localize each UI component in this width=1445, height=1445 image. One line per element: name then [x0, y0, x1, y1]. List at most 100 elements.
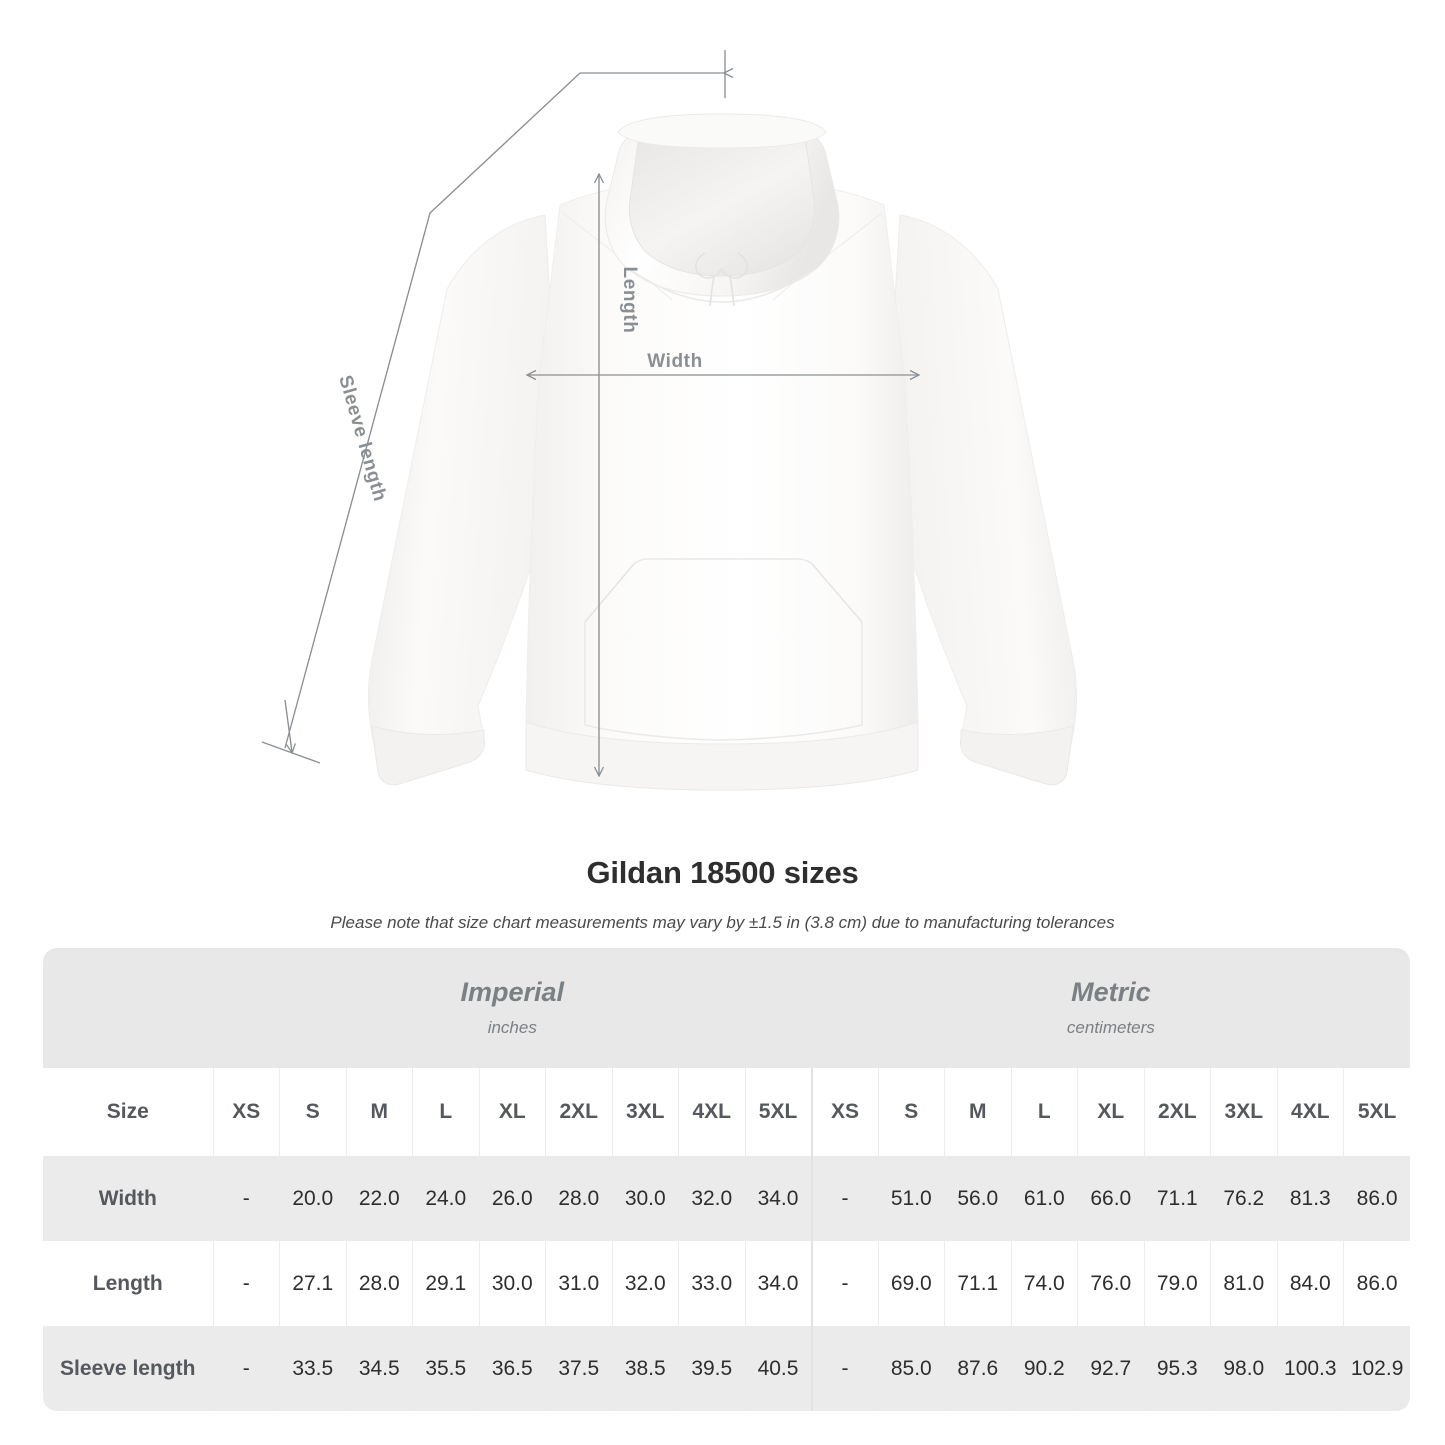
- cell-width-met-8: 86.0: [1343, 1156, 1411, 1241]
- unit-metric-cell: Metric centimeters: [811, 948, 1411, 1068]
- hood-top-edge: [617, 113, 827, 149]
- title-block: Gildan 18500 sizes Please note that size…: [0, 840, 1445, 933]
- header-metric-xl: XL: [1077, 1068, 1145, 1156]
- header-imperial-3xl: 3XL: [611, 1068, 679, 1156]
- unit-imperial-name: Imperial: [460, 977, 565, 1008]
- cell-width-imp-7: 32.0: [678, 1156, 745, 1241]
- cell-sleeve-met-2: 87.6: [944, 1326, 1012, 1411]
- header-metric-4xl: 4XL: [1276, 1068, 1344, 1156]
- hood-inner: [628, 126, 816, 277]
- cell-length-met-4: 76.0: [1077, 1241, 1145, 1326]
- row-label-width: Width: [43, 1156, 213, 1241]
- header-metric-3xl: 3XL: [1210, 1068, 1278, 1156]
- sleeve-length-bottom-arrow: [284, 699, 292, 752]
- cell-sleeve-imp-3: 35.5: [412, 1326, 479, 1411]
- cell-sleeve-imp-6: 38.5: [611, 1326, 679, 1411]
- cell-length-met-0: -: [810, 1241, 879, 1326]
- width-dimension: Width: [528, 351, 918, 375]
- cell-length-met-1: 69.0: [877, 1241, 945, 1326]
- header-imperial-2xl: 2XL: [545, 1068, 612, 1156]
- table-row: Length - 27.1 28.0 29.1 30.0 31.0 32.0 3…: [43, 1241, 1411, 1326]
- cell-length-imp-4: 30.0: [478, 1241, 546, 1326]
- size-chart-table-wrapper: Imperial inches Metric centimeters Size …: [43, 948, 1411, 1411]
- header-imperial-l: L: [412, 1068, 479, 1156]
- kangaroo-pocket: [584, 558, 863, 741]
- unit-metric-name: Metric: [1071, 977, 1151, 1008]
- width-label: Width: [647, 351, 703, 372]
- cell-length-imp-7: 33.0: [678, 1241, 745, 1326]
- cell-width-imp-5: 28.0: [545, 1156, 612, 1241]
- bottom-hem: [525, 721, 919, 791]
- cell-width-met-5: 71.1: [1143, 1156, 1211, 1241]
- cell-length-imp-6: 32.0: [611, 1241, 679, 1326]
- hoodie-illustration: Sleeve length Length Width: [261, 50, 1078, 791]
- cell-sleeve-met-3: 90.2: [1010, 1326, 1078, 1411]
- header-imperial-xs: XS: [212, 1068, 280, 1156]
- header-imperial-4xl: 4XL: [678, 1068, 745, 1156]
- cell-width-met-1: 51.0: [877, 1156, 945, 1241]
- cell-width-met-4: 66.0: [1077, 1156, 1145, 1241]
- cell-length-imp-0: -: [212, 1241, 280, 1326]
- unit-spacer-cell: [43, 948, 213, 1068]
- cell-length-met-7: 84.0: [1276, 1241, 1344, 1326]
- size-chart-table: Imperial inches Metric centimeters Size …: [43, 948, 1411, 1411]
- header-metric-xs: XS: [810, 1068, 879, 1156]
- cell-width-imp-4: 26.0: [478, 1156, 546, 1241]
- header-metric-m: M: [944, 1068, 1012, 1156]
- cell-sleeve-met-7: 100.3: [1276, 1326, 1344, 1411]
- cell-length-met-6: 81.0: [1210, 1241, 1278, 1326]
- cell-width-imp-3: 24.0: [412, 1156, 479, 1241]
- cell-length-imp-1: 27.1: [279, 1241, 346, 1326]
- table-row: Sleeve length - 33.5 34.5 35.5 36.5 37.5…: [43, 1326, 1411, 1411]
- cell-width-imp-0: -: [212, 1156, 280, 1241]
- hoodie-garment: [367, 113, 1078, 791]
- cell-sleeve-imp-2: 34.5: [345, 1326, 413, 1411]
- unit-imperial-sub: inches: [487, 1017, 537, 1037]
- cell-sleeve-imp-1: 33.5: [279, 1326, 346, 1411]
- cell-width-met-7: 81.3: [1276, 1156, 1344, 1241]
- cell-sleeve-met-6: 98.0: [1210, 1326, 1278, 1411]
- cell-sleeve-met-5: 95.3: [1143, 1326, 1211, 1411]
- left-cuff: [371, 725, 485, 786]
- header-metric-s: S: [877, 1068, 945, 1156]
- cell-sleeve-imp-7: 39.5: [678, 1326, 745, 1411]
- cell-length-met-8: 86.0: [1343, 1241, 1411, 1326]
- right-cuff: [960, 725, 1074, 786]
- sleeve-length-line: [284, 73, 725, 749]
- cell-length-imp-5: 31.0: [545, 1241, 612, 1326]
- drawstring: [695, 252, 748, 307]
- unit-metric-sub: centimeters: [1066, 1017, 1155, 1037]
- header-imperial-xl: XL: [478, 1068, 546, 1156]
- cell-length-met-5: 79.0: [1143, 1241, 1211, 1326]
- cell-sleeve-met-4: 92.7: [1077, 1326, 1145, 1411]
- header-imperial-m: M: [345, 1068, 413, 1156]
- header-size-label: Size: [43, 1068, 213, 1156]
- cell-width-met-3: 61.0: [1010, 1156, 1078, 1241]
- unit-imperial-cell: Imperial inches: [213, 948, 812, 1068]
- cell-width-met-2: 56.0: [944, 1156, 1012, 1241]
- header-metric-l: L: [1010, 1068, 1078, 1156]
- page-title: Gildan 18500 sizes: [586, 855, 859, 890]
- header-metric-5xl: 5XL: [1343, 1068, 1411, 1156]
- collar: [627, 267, 817, 303]
- cell-length-imp-2: 28.0: [345, 1241, 413, 1326]
- table-row: Width - 20.0 22.0 24.0 26.0 28.0 30.0 32…: [43, 1156, 1411, 1241]
- header-metric-2xl: 2XL: [1143, 1068, 1211, 1156]
- cell-sleeve-met-0: -: [810, 1326, 879, 1411]
- cell-sleeve-met-1: 85.0: [877, 1326, 945, 1411]
- tolerance-note: Please note that size chart measurements…: [330, 913, 1115, 932]
- cell-width-met-6: 76.2: [1210, 1156, 1278, 1241]
- cell-width-imp-2: 22.0: [345, 1156, 413, 1241]
- cell-sleeve-met-8: 102.9: [1343, 1326, 1411, 1411]
- cell-sleeve-imp-4: 36.5: [478, 1326, 546, 1411]
- cell-width-imp-8: 34.0: [744, 1156, 812, 1241]
- cell-width-met-0: -: [810, 1156, 879, 1241]
- row-label-length: Length: [43, 1241, 213, 1326]
- cell-width-imp-6: 30.0: [611, 1156, 679, 1241]
- header-imperial-5xl: 5XL: [744, 1068, 812, 1156]
- length-label: Length: [619, 267, 640, 334]
- cell-length-imp-8: 34.0: [744, 1241, 812, 1326]
- unit-header-row: Imperial inches Metric centimeters: [43, 948, 1411, 1068]
- size-header-row: Size XS S M L XL 2XL 3XL 4XL 5XL XS S M …: [43, 1068, 1411, 1156]
- pocket-opening-right: [812, 564, 863, 623]
